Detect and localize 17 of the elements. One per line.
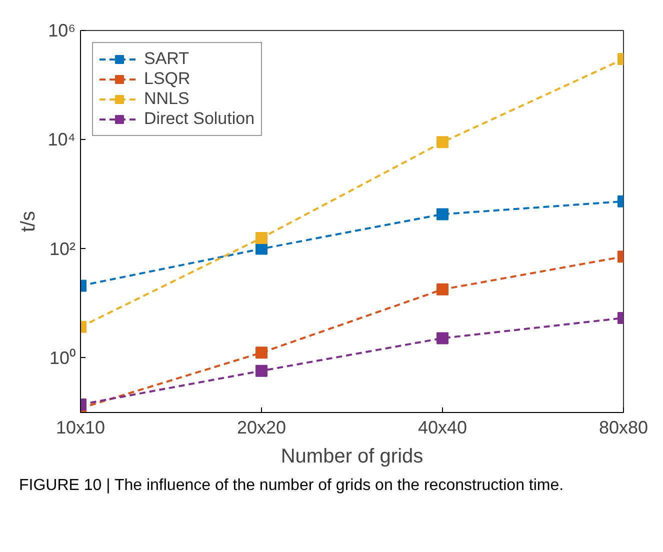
x-tick-label: 80x80 xyxy=(598,418,648,438)
y-tick-label: 10⁰ xyxy=(49,348,76,368)
y-axis-title: t/s xyxy=(18,210,40,232)
y-tick-label: 10⁴ xyxy=(48,130,76,150)
x-tick-label: 20x20 xyxy=(236,418,286,438)
legend-label: SART xyxy=(144,49,190,69)
y-tick-label: 10⁶ xyxy=(48,20,76,40)
x-axis-title: Number of grids xyxy=(280,446,424,468)
legend-label: Direct Solution xyxy=(144,109,255,129)
x-tick-label: 40x40 xyxy=(418,418,468,438)
y-tick-label: 10² xyxy=(49,238,76,259)
legend-label: NNLS xyxy=(144,89,190,109)
x-tick-label: 10x10 xyxy=(56,418,106,438)
legend-label: LSQR xyxy=(144,69,190,89)
point xyxy=(436,283,448,296)
point xyxy=(256,346,268,359)
caption: FIGURE 10 | The influence of the number of grids on the reconstruction time. xyxy=(19,476,564,496)
